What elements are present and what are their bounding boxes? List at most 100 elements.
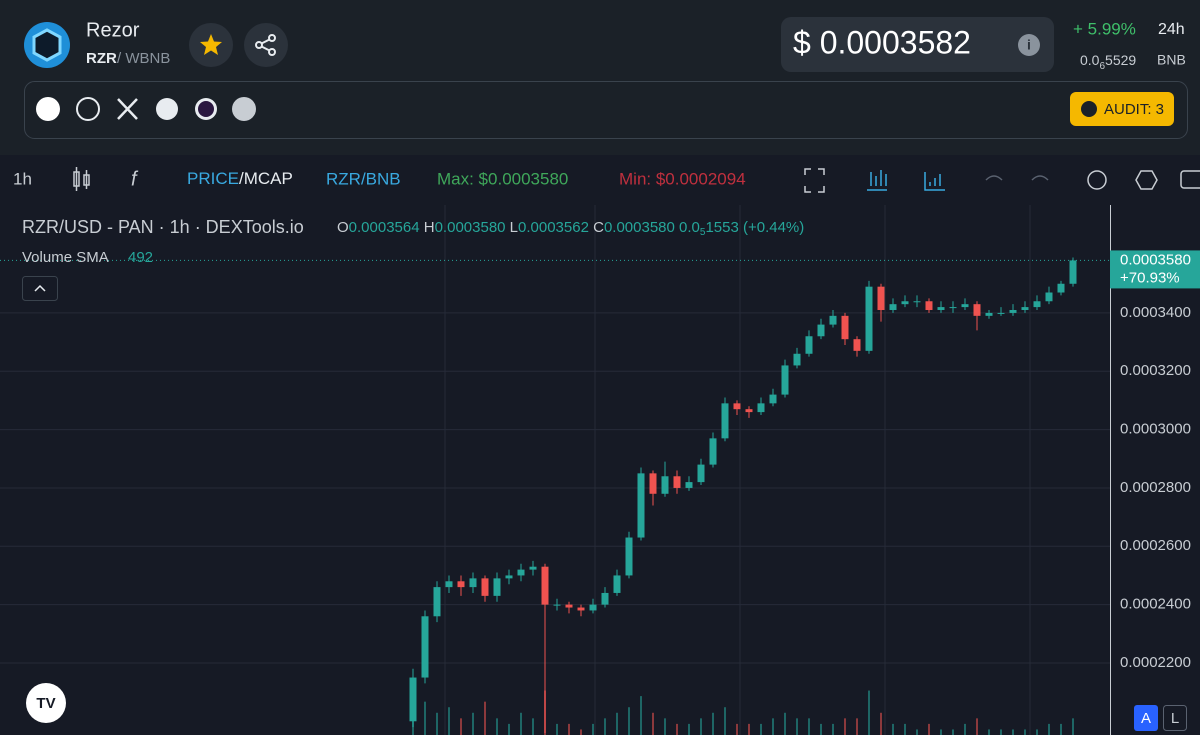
link-x[interactable] [117,98,138,120]
candle-body [1033,301,1041,308]
bnb-price: 0.065529 [1080,52,1136,72]
candle-type-icon[interactable] [73,167,90,191]
candle-body [781,365,789,395]
token-pair: / WBNB [117,50,170,67]
candle-body [625,537,633,576]
close-value: 0.0003580 [604,219,675,236]
last-price-label: 0.0003580 [1120,251,1191,268]
link-other-inner [198,101,214,117]
undo-icon[interactable] [985,175,1003,181]
price-option[interactable]: PRICE [187,169,239,188]
bnb-unit: BNB [1157,52,1186,68]
y-tick-label: 0.0002800 [1120,479,1191,496]
volume-bar [844,718,846,735]
volume-bar [904,723,906,735]
volume-bar [760,723,762,735]
volume-bar [616,712,618,735]
price-mcap-toggle[interactable]: PRICE/MCAP [187,169,293,188]
audit-text: AUDIT: 3 [1104,101,1164,118]
min-price: Min: $0.0002094 [619,169,746,188]
volume-bar [580,729,582,735]
indicators-icon[interactable]: f [131,168,139,190]
chart-style-icon[interactable] [867,170,887,191]
y-tick-label: 0.0002400 [1120,596,1191,613]
y-tick-label: 0.0002200 [1120,654,1191,671]
candle-body [853,339,861,351]
pair-toggle[interactable]: RZR/BNB [326,169,401,188]
search-icon[interactable] [1087,170,1107,190]
candle-body [697,464,705,483]
candle-body [421,616,429,678]
max-price: Max: $0.0003580 [437,169,568,188]
volume-bar [820,723,822,735]
link-website[interactable] [76,97,100,121]
candle-body [613,575,621,593]
candle-body [733,403,741,410]
info-glyph: i [1027,37,1031,53]
volume-bar [736,723,738,735]
candle-body [541,566,549,605]
volume-bar [1072,718,1074,735]
volume-bar [868,690,870,735]
info-icon[interactable] [1018,34,1040,56]
redo-icon[interactable] [1031,175,1049,181]
candle-body [1069,260,1077,284]
candle-body [457,581,465,588]
candle-body [577,607,585,611]
volume-bar [928,723,930,735]
volume-bar [1036,729,1038,735]
mcap-option[interactable]: /MCAP [239,169,293,188]
volume-bar [784,712,786,735]
volume-bar [748,723,750,735]
collapse-button[interactable] [22,276,58,301]
change-period: 24h [1158,21,1185,38]
link-more[interactable] [232,97,256,121]
candle-body [1045,292,1053,302]
candle-body [817,324,825,337]
price-pill [781,17,1054,72]
candle-body [997,312,1005,314]
candle-body [793,353,801,366]
candle-body [901,301,909,305]
volume-bar [592,723,594,735]
change-lead: 0.0 [679,219,700,236]
interval[interactable]: 1h [13,169,32,188]
volume-bar [880,712,882,735]
volume-icon[interactable] [924,172,945,191]
share-icon [255,34,276,56]
open-value: 0.0003564 [349,219,420,236]
y-tick-label: 0.0003200 [1120,362,1191,379]
log-scale-button[interactable] [1163,705,1187,731]
volume-bar [508,723,510,735]
audit-badge[interactable] [1070,92,1174,126]
volume-bar [832,723,834,735]
candle-body [757,403,765,413]
candle-body [985,312,993,316]
candle-body [1009,310,1017,313]
fullscreen-icon[interactable] [804,168,825,193]
tradingview-logo[interactable] [26,683,66,723]
volume-bar [664,718,666,735]
price: $ 0.0003582 [793,24,971,60]
share-button[interactable] [244,23,288,67]
volume-bar [940,729,942,735]
log-scale-label: L [1171,710,1179,727]
candle-body [709,438,717,465]
candle-body [865,286,873,351]
volume-bar [964,723,966,735]
change-tail: 1553 (+0.44%) [705,219,804,236]
settings-icon[interactable] [1135,170,1158,190]
token-logo-mark [32,28,62,62]
candle-body [409,677,417,722]
camera-icon[interactable] [1180,170,1200,189]
candle-body [661,476,669,494]
candle-body [877,286,885,311]
link-telegram[interactable] [156,98,178,120]
bnb-price-lead: 0.0 [1080,52,1100,68]
volume-bar [532,718,534,735]
token-symbol: RZR [86,50,117,67]
link-dextools[interactable] [36,97,60,121]
auto-scale-button[interactable] [1134,705,1158,731]
